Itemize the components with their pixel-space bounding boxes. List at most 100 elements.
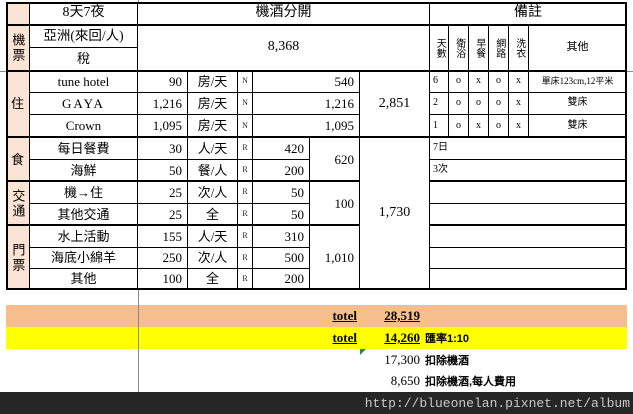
- tickets-name-cell[interactable]: 其他: [30, 269, 138, 290]
- remarks-col-laundry[interactable]: 洗衣: [509, 25, 529, 71]
- food-unit-cell[interactable]: 餐/人: [188, 160, 238, 182]
- total-package-label[interactable]: totel: [332, 308, 357, 323]
- transport-price-cell[interactable]: 25: [138, 182, 188, 204]
- tickets-unit-cell[interactable]: 全: [188, 269, 238, 290]
- transport-unit-cell[interactable]: 全: [188, 204, 238, 226]
- transport-name-cell[interactable]: 機→住: [30, 182, 138, 204]
- food-name-cell[interactable]: 每日餐費: [30, 138, 138, 160]
- lodging-internet-cell[interactable]: o: [489, 71, 509, 93]
- tickets-unit-cell[interactable]: 人/天: [188, 226, 238, 248]
- lodging-days-cell[interactable]: 6: [430, 71, 449, 93]
- tickets-flag-cell[interactable]: R: [238, 226, 253, 248]
- lodging-bath-cell[interactable]: o: [449, 71, 469, 93]
- tickets-remark-cell[interactable]: [430, 226, 627, 248]
- remarks-col-internet[interactable]: 網路: [489, 25, 509, 71]
- lodging-name-cell[interactable]: tune hotel: [30, 71, 138, 93]
- lodging-other-cell[interactable]: 雙床: [529, 93, 627, 115]
- corner-cell[interactable]: [6, 3, 30, 25]
- minus-package-value[interactable]: 17,300: [384, 351, 420, 367]
- lodging-bath-cell[interactable]: o: [449, 115, 469, 138]
- transport-remark-cell[interactable]: [430, 204, 627, 226]
- category-transport-cell[interactable]: 交通: [6, 182, 30, 226]
- transport-name-cell[interactable]: 其他交通: [30, 204, 138, 226]
- tickets-unit-cell[interactable]: 次/人: [188, 248, 238, 269]
- lodging-subtotal-cell[interactable]: 1,216: [253, 93, 360, 115]
- tickets-flag-cell[interactable]: R: [238, 269, 253, 290]
- food-subtotal-cell[interactable]: 200: [253, 160, 310, 182]
- lodging-unit-cell[interactable]: 房/天: [188, 93, 238, 115]
- transport-flag-cell[interactable]: R: [238, 204, 253, 226]
- tickets-price-cell[interactable]: 155: [138, 226, 188, 248]
- tickets-name-cell[interactable]: 水上活動: [30, 226, 138, 248]
- lodging-internet-cell[interactable]: o: [489, 93, 509, 115]
- food-group-subtotal-cell[interactable]: 620: [310, 138, 360, 182]
- food-flag-cell[interactable]: R: [238, 160, 253, 182]
- food-unit-cell[interactable]: 人/天: [188, 138, 238, 160]
- food-remark-cell[interactable]: 7日: [430, 138, 627, 160]
- transport-unit-cell[interactable]: 次/人: [188, 182, 238, 204]
- lodging-bath-cell[interactable]: o: [449, 93, 469, 115]
- lodging-group-total-cell[interactable]: 2,851: [360, 71, 430, 138]
- food-subtotal-cell[interactable]: 420: [253, 138, 310, 160]
- lodging-breakfast-cell[interactable]: o: [469, 93, 489, 115]
- lodging-laundry-cell[interactable]: x: [509, 115, 529, 138]
- category-food-cell[interactable]: 食: [6, 138, 30, 182]
- lodging-flag-cell[interactable]: N: [238, 93, 253, 115]
- transport-subtotal-cell[interactable]: 50: [253, 182, 310, 204]
- lodging-laundry-cell[interactable]: x: [509, 71, 529, 93]
- lodging-name-cell[interactable]: GAYA: [30, 93, 138, 115]
- lodging-laundry-cell[interactable]: x: [509, 93, 529, 115]
- lodging-breakfast-cell[interactable]: x: [469, 71, 489, 93]
- lodging-other-cell[interactable]: 雙床: [529, 115, 627, 138]
- tickets-price-cell[interactable]: 100: [138, 269, 188, 290]
- tickets-name-cell[interactable]: 海底小綿羊: [30, 248, 138, 269]
- lodging-price-cell[interactable]: 1,216: [138, 93, 188, 115]
- lodging-days-cell[interactable]: 1: [430, 115, 449, 138]
- food-name-cell[interactable]: 海鮮: [30, 160, 138, 182]
- total-split-value[interactable]: 14,260: [384, 330, 420, 345]
- lodging-breakfast-cell[interactable]: x: [469, 115, 489, 138]
- lodging-price-cell[interactable]: 90: [138, 71, 188, 93]
- total-split-label[interactable]: totel: [332, 330, 357, 345]
- remarks-col-days[interactable]: 天數: [430, 25, 449, 71]
- lodging-other-cell[interactable]: 單床123cm,12平米: [529, 71, 627, 93]
- tickets-remark-cell[interactable]: [430, 248, 627, 269]
- tickets-subtotal-cell[interactable]: 200: [253, 269, 310, 290]
- remarks-header-cell[interactable]: 備註: [430, 3, 627, 25]
- flight-total-cell[interactable]: 8,368: [138, 25, 430, 71]
- lodging-price-cell[interactable]: 1,095: [138, 115, 188, 138]
- lodging-flag-cell[interactable]: N: [238, 71, 253, 93]
- lodging-name-cell[interactable]: Crown: [30, 115, 138, 138]
- food-flag-cell[interactable]: R: [238, 138, 253, 160]
- food-remark-cell[interactable]: 3次: [430, 160, 627, 182]
- per-person-value[interactable]: 8,650: [390, 372, 420, 388]
- tickets-remark-cell[interactable]: [430, 269, 627, 290]
- tickets-price-cell[interactable]: 250: [138, 248, 188, 269]
- remarks-col-other[interactable]: 其他: [529, 25, 627, 71]
- transport-remark-cell[interactable]: [430, 182, 627, 204]
- tickets-flag-cell[interactable]: R: [238, 248, 253, 269]
- package-header-cell[interactable]: 機酒分開: [138, 3, 430, 25]
- food-price-cell[interactable]: 50: [138, 160, 188, 182]
- remarks-col-bath[interactable]: 衛浴: [449, 25, 469, 71]
- lodging-unit-cell[interactable]: 房/天: [188, 115, 238, 138]
- food-price-cell[interactable]: 30: [138, 138, 188, 160]
- lodging-internet-cell[interactable]: o: [489, 115, 509, 138]
- category-lodging-cell[interactable]: 住: [6, 71, 30, 138]
- tickets-subtotal-cell[interactable]: 310: [253, 226, 310, 248]
- lodging-unit-cell[interactable]: 房/天: [188, 71, 238, 93]
- transport-flag-cell[interactable]: R: [238, 182, 253, 204]
- lodging-subtotal-cell[interactable]: 540: [253, 71, 360, 93]
- lodging-subtotal-cell[interactable]: 1,095: [253, 115, 360, 138]
- misc-grand-total-cell[interactable]: 1,730: [360, 138, 430, 290]
- category-flight-cell[interactable]: 機票: [6, 25, 30, 71]
- total-package-value[interactable]: 28,519: [384, 308, 420, 323]
- lodging-days-cell[interactable]: 2: [430, 93, 449, 115]
- transport-price-cell[interactable]: 25: [138, 204, 188, 226]
- transport-subtotal-cell[interactable]: 50: [253, 204, 310, 226]
- category-tickets-cell[interactable]: 門票: [6, 226, 30, 290]
- transport-group-subtotal-cell[interactable]: 100: [310, 182, 360, 226]
- tickets-subtotal-cell[interactable]: 500: [253, 248, 310, 269]
- flight-route-cell[interactable]: 亞洲(來回/人): [30, 25, 138, 48]
- trip-duration-cell[interactable]: 8天7夜: [30, 3, 138, 25]
